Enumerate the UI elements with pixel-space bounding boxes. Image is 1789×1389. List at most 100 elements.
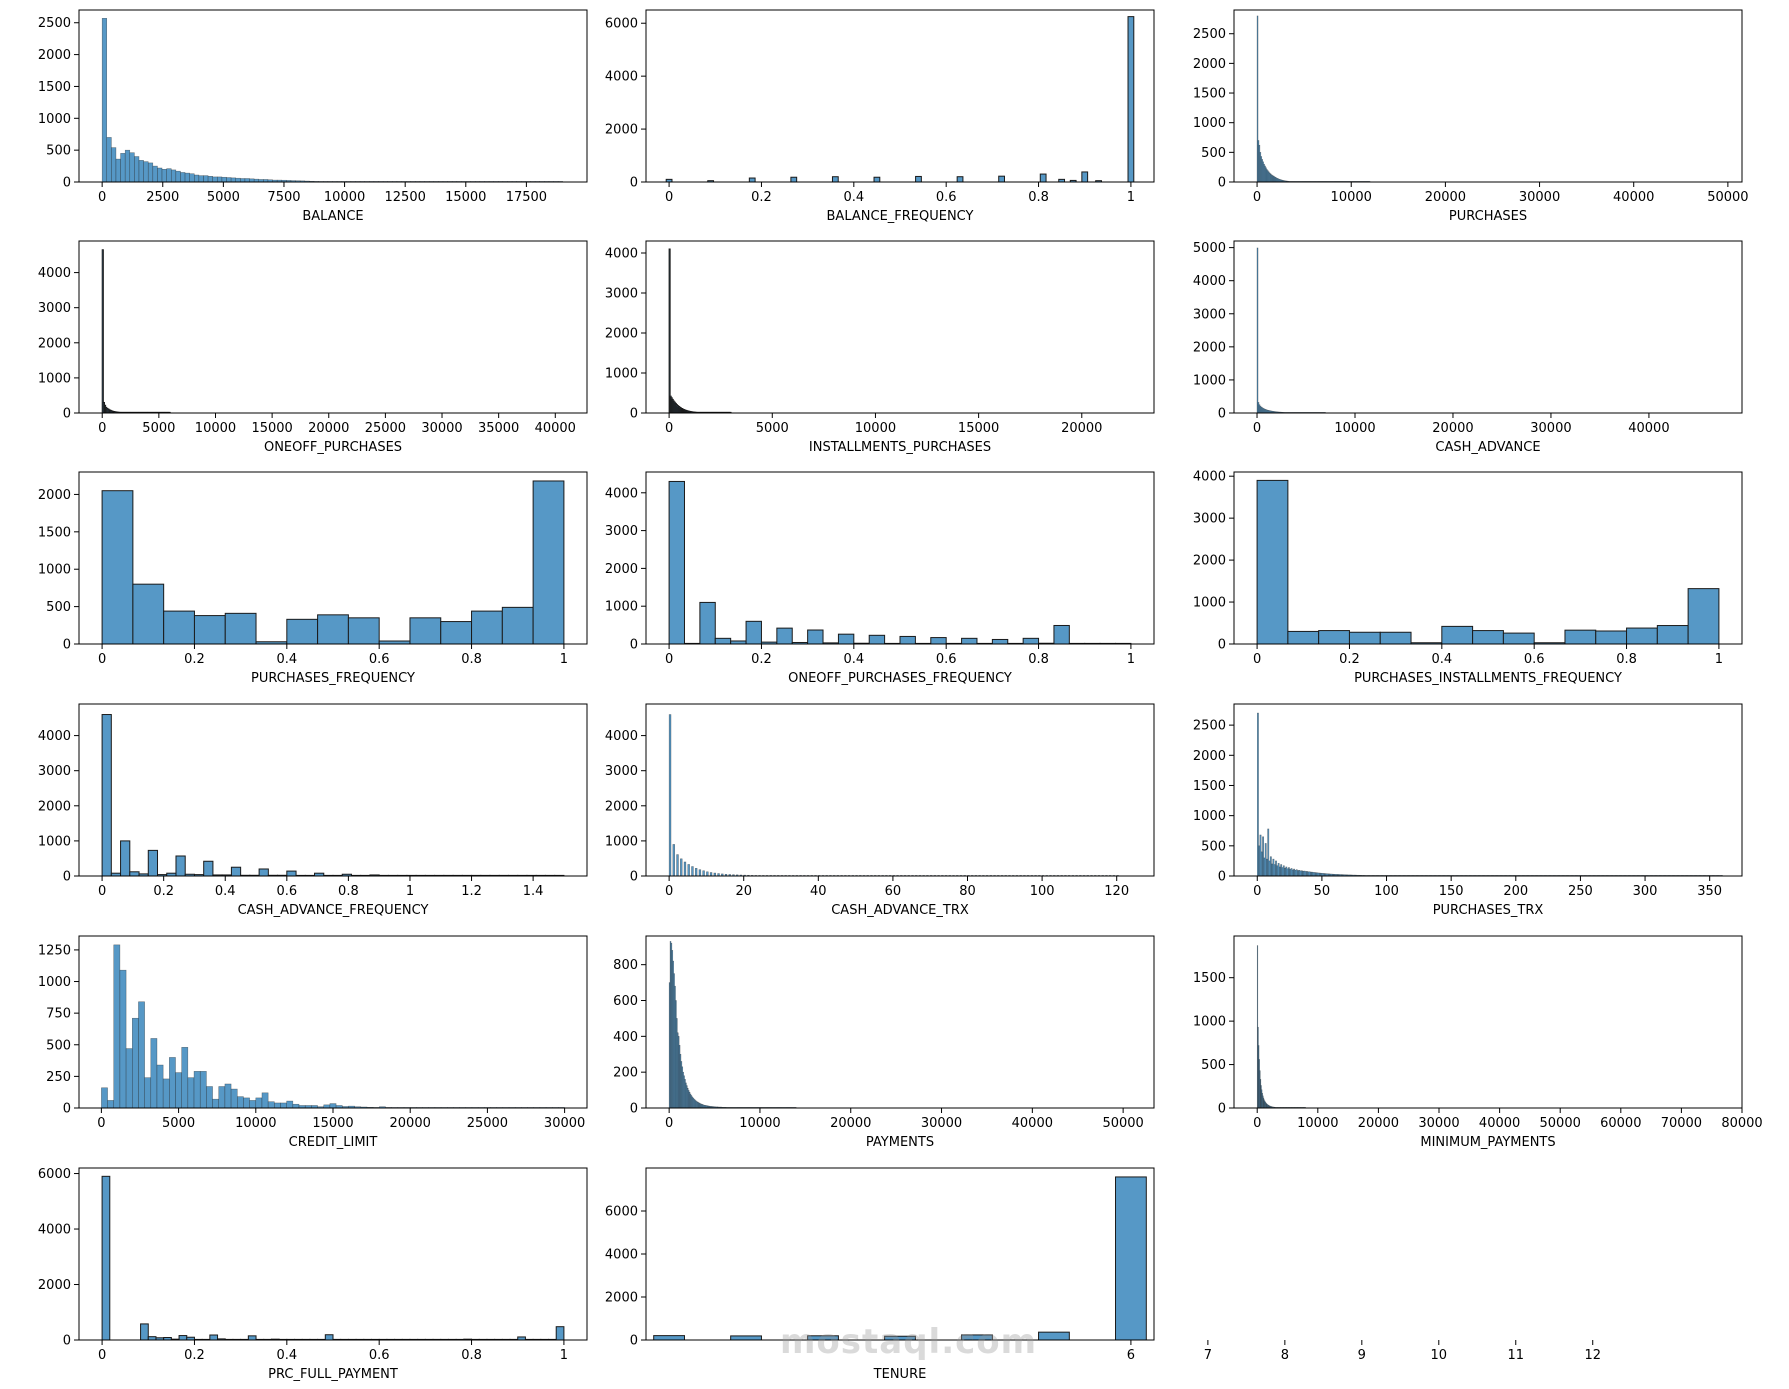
axes-frame bbox=[1233, 240, 1743, 414]
x-tick-label: 0.2 bbox=[751, 652, 772, 667]
x-axis-label: MINIMUM_PAYMENTS bbox=[1420, 1135, 1555, 1150]
bar bbox=[258, 868, 269, 877]
panel-balance: 0 2500 5000 7500 10000 12500 15000 17500 0 500 100… bbox=[38, 9, 588, 224]
x-tick-label: 100 bbox=[1374, 884, 1399, 899]
y-tick-label: 1000 bbox=[1193, 116, 1226, 131]
y-tick-label: 200 bbox=[613, 1066, 638, 1081]
y-tick-label: 2500 bbox=[38, 16, 71, 31]
bar bbox=[147, 849, 159, 877]
x-tick-label: 40000 bbox=[1479, 1116, 1520, 1131]
x-tick-label: 0 bbox=[665, 421, 673, 436]
y-tick-label: 1000 bbox=[1193, 1015, 1226, 1030]
bar bbox=[124, 149, 131, 183]
x-axis-label: BALANCE_FREQUENCY bbox=[827, 209, 974, 224]
bar bbox=[132, 1017, 139, 1109]
bar bbox=[1472, 630, 1504, 645]
x-tick-label: 200 bbox=[1503, 884, 1528, 899]
x-tick-label: 20000 bbox=[830, 1116, 871, 1131]
bar bbox=[1256, 479, 1289, 645]
bar bbox=[1039, 173, 1047, 183]
x-tick-label: 1 bbox=[560, 1348, 568, 1363]
x-tick-label: 0.8 bbox=[1028, 652, 1049, 667]
x-tick-label: 0.2 bbox=[751, 190, 772, 205]
bar bbox=[203, 860, 214, 877]
y-tick-label: 1000 bbox=[1193, 596, 1226, 611]
y-tick-label: 2000 bbox=[38, 799, 71, 814]
y-tick-label: 2000 bbox=[38, 488, 71, 503]
y-tick-label: 1000 bbox=[1193, 373, 1226, 388]
bar bbox=[930, 637, 947, 645]
bar bbox=[837, 633, 855, 645]
bar bbox=[235, 177, 241, 183]
y-tick-label: 0 bbox=[630, 176, 638, 191]
bar bbox=[668, 480, 685, 645]
x-axis-label: PRC_FULL_PAYMENT bbox=[268, 1367, 398, 1382]
y-tick-label: 4000 bbox=[605, 486, 638, 501]
bar bbox=[106, 137, 112, 183]
x-tick-label: 100 bbox=[1030, 884, 1055, 899]
x-tick-label: 0.2 bbox=[184, 1348, 205, 1363]
bars-purchases-frequency bbox=[101, 480, 565, 645]
bar bbox=[868, 634, 886, 645]
y-tick-label: 4000 bbox=[605, 1248, 638, 1263]
y-tick-label: 500 bbox=[1201, 1058, 1226, 1073]
bar bbox=[163, 610, 195, 645]
panel-cash-advance-trx: 0 20 40 60 80 100 120 0 1000 2000 3000 4000 CASH_ADV… bbox=[605, 703, 1155, 918]
x-tick-label: 1.4 bbox=[523, 884, 544, 899]
y-tick-label: 3000 bbox=[38, 301, 71, 316]
y-tick-label: 6000 bbox=[38, 1167, 71, 1182]
x-tick-label: 30000 bbox=[544, 1116, 585, 1131]
bar bbox=[129, 871, 140, 877]
bar bbox=[698, 869, 702, 877]
bar bbox=[237, 1096, 244, 1109]
bar bbox=[161, 169, 167, 183]
x-axis-label: ONEOFF_PURCHASES bbox=[264, 440, 402, 455]
bar bbox=[194, 174, 200, 183]
panel-installments-purchases: 0 5000 10000 15000 20000 0 1000 2000 3000 4000 INS… bbox=[605, 240, 1155, 455]
bar bbox=[745, 620, 762, 645]
x-tick-label: 50000 bbox=[1707, 190, 1748, 205]
bar bbox=[714, 637, 732, 645]
bars-purchases-installments-frequency bbox=[1256, 479, 1720, 645]
bar bbox=[249, 1100, 257, 1109]
x-tick-label: 0.8 bbox=[461, 1348, 482, 1363]
x-tick-label: 0.6 bbox=[1524, 652, 1545, 667]
bar bbox=[212, 1098, 219, 1109]
y-tick-label: 2000 bbox=[605, 327, 638, 342]
x-tick-label: 25000 bbox=[365, 421, 406, 436]
bar bbox=[680, 858, 683, 877]
y-tick-label: 0 bbox=[630, 870, 638, 885]
bar bbox=[221, 176, 227, 183]
y-tick-label: 3000 bbox=[605, 764, 638, 779]
y-tick-label: 1500 bbox=[38, 80, 71, 95]
bar bbox=[1379, 631, 1412, 645]
x-tick-label: 0.6 bbox=[936, 652, 957, 667]
bar bbox=[138, 160, 144, 183]
bar bbox=[206, 1086, 213, 1109]
x-tick-label: 0 bbox=[98, 884, 106, 899]
y-tick-label: 500 bbox=[1201, 146, 1226, 161]
y-tick-label: 0 bbox=[1218, 407, 1226, 422]
panel-purchases: 0 10000 20000 30000 40000 50000 0 500 1000 1500 20… bbox=[1193, 9, 1749, 224]
y-tick-label: 500 bbox=[46, 144, 71, 159]
x-tick-label: 12500 bbox=[385, 190, 426, 205]
bar bbox=[699, 601, 716, 645]
x-tick-label: 30000 bbox=[1418, 1116, 1459, 1131]
y-tick-label: 2000 bbox=[1193, 749, 1226, 764]
x-axis-label: INSTALLMENTS_PURCHASES bbox=[809, 440, 991, 455]
bar bbox=[156, 1064, 164, 1109]
y-tick-label: 0 bbox=[63, 870, 71, 885]
y-tick-label: 2000 bbox=[605, 799, 638, 814]
x-tick-label: 7500 bbox=[267, 190, 300, 205]
x-tick-label: 0 bbox=[1253, 421, 1261, 436]
bar bbox=[347, 617, 380, 645]
y-tick-label: 6000 bbox=[605, 17, 638, 32]
bar bbox=[134, 156, 140, 183]
y-tick-label: 3000 bbox=[1193, 307, 1226, 322]
x-axis-label: BALANCE bbox=[302, 209, 363, 224]
bar bbox=[170, 169, 177, 183]
x-tick-label: 10000 bbox=[235, 1116, 276, 1131]
x-tick-label: 10000 bbox=[855, 421, 896, 436]
y-tick-label: 0 bbox=[63, 1334, 71, 1349]
axes-frame bbox=[645, 1167, 1155, 1341]
